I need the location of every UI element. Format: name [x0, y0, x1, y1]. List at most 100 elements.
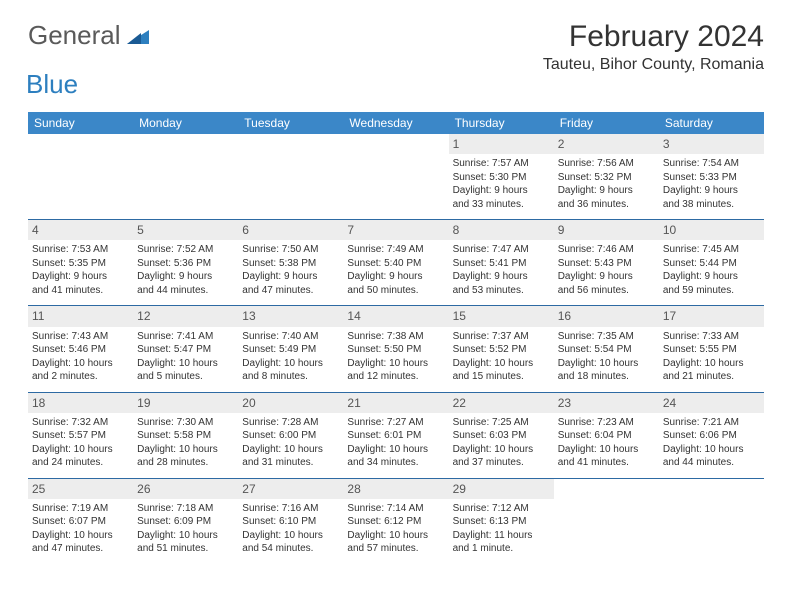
- week-row: 25Sunrise: 7:19 AMSunset: 6:07 PMDayligh…: [28, 479, 764, 564]
- day-cell: 11Sunrise: 7:43 AMSunset: 5:46 PMDayligh…: [28, 306, 133, 392]
- sunrise-text: Sunrise: 7:12 AM: [453, 502, 550, 516]
- day-cell: 21Sunrise: 7:27 AMSunset: 6:01 PMDayligh…: [343, 393, 448, 479]
- location: Tauteu, Bihor County, Romania: [543, 56, 764, 74]
- sunset-text: Sunset: 5:35 PM: [32, 257, 129, 271]
- sunset-text: Sunset: 6:13 PM: [453, 515, 550, 529]
- sunrise-text: Sunrise: 7:14 AM: [347, 502, 444, 516]
- sunrise-text: Sunrise: 7:53 AM: [32, 243, 129, 257]
- daylight-text: and 15 minutes.: [453, 370, 550, 384]
- daylight-text: and 12 minutes.: [347, 370, 444, 384]
- sunset-text: Sunset: 6:10 PM: [242, 515, 339, 529]
- day-header: Saturday: [659, 112, 764, 134]
- logo-text-blue: Blue: [26, 69, 149, 100]
- day-header-row: SundayMondayTuesdayWednesdayThursdayFrid…: [28, 112, 764, 134]
- sunset-text: Sunset: 5:33 PM: [663, 171, 760, 185]
- sunset-text: Sunset: 5:49 PM: [242, 343, 339, 357]
- day-cell: [343, 134, 448, 220]
- day-cell: 16Sunrise: 7:35 AMSunset: 5:54 PMDayligh…: [554, 306, 659, 392]
- day-cell: [28, 134, 133, 220]
- sunset-text: Sunset: 5:43 PM: [558, 257, 655, 271]
- day-number: 14: [343, 306, 448, 326]
- sunrise-text: Sunrise: 7:49 AM: [347, 243, 444, 257]
- daylight-text: Daylight: 10 hours: [242, 357, 339, 371]
- day-number: 5: [133, 220, 238, 240]
- day-cell: 12Sunrise: 7:41 AMSunset: 5:47 PMDayligh…: [133, 306, 238, 392]
- daylight-text: Daylight: 10 hours: [453, 357, 550, 371]
- day-cell: 15Sunrise: 7:37 AMSunset: 5:52 PMDayligh…: [449, 306, 554, 392]
- daylight-text: Daylight: 9 hours: [558, 270, 655, 284]
- week-row: 11Sunrise: 7:43 AMSunset: 5:46 PMDayligh…: [28, 306, 764, 392]
- sunset-text: Sunset: 5:50 PM: [347, 343, 444, 357]
- sunset-text: Sunset: 5:36 PM: [137, 257, 234, 271]
- day-number: 8: [449, 220, 554, 240]
- calendar-table: SundayMondayTuesdayWednesdayThursdayFrid…: [28, 112, 764, 564]
- sunrise-text: Sunrise: 7:52 AM: [137, 243, 234, 257]
- day-cell: [554, 479, 659, 564]
- sunset-text: Sunset: 5:54 PM: [558, 343, 655, 357]
- sunset-text: Sunset: 5:38 PM: [242, 257, 339, 271]
- daylight-text: Daylight: 10 hours: [347, 357, 444, 371]
- day-cell: 1Sunrise: 7:57 AMSunset: 5:30 PMDaylight…: [449, 134, 554, 220]
- day-cell: 7Sunrise: 7:49 AMSunset: 5:40 PMDaylight…: [343, 220, 448, 306]
- sunrise-text: Sunrise: 7:19 AM: [32, 502, 129, 516]
- day-header: Wednesday: [343, 112, 448, 134]
- daylight-text: Daylight: 9 hours: [663, 270, 760, 284]
- daylight-text: and 47 minutes.: [32, 542, 129, 556]
- daylight-text: and 41 minutes.: [32, 284, 129, 298]
- daylight-text: Daylight: 9 hours: [453, 270, 550, 284]
- day-header: Sunday: [28, 112, 133, 134]
- day-number: 2: [554, 134, 659, 154]
- daylight-text: Daylight: 9 hours: [347, 270, 444, 284]
- sunrise-text: Sunrise: 7:45 AM: [663, 243, 760, 257]
- sunrise-text: Sunrise: 7:43 AM: [32, 330, 129, 344]
- daylight-text: and 1 minute.: [453, 542, 550, 556]
- daylight-text: Daylight: 10 hours: [137, 357, 234, 371]
- day-cell: [238, 134, 343, 220]
- day-number: 17: [659, 306, 764, 326]
- daylight-text: Daylight: 10 hours: [347, 529, 444, 543]
- daylight-text: Daylight: 10 hours: [558, 357, 655, 371]
- sunset-text: Sunset: 5:55 PM: [663, 343, 760, 357]
- logo-text-general: General: [28, 20, 121, 50]
- day-number: 6: [238, 220, 343, 240]
- daylight-text: Daylight: 11 hours: [453, 529, 550, 543]
- day-cell: 14 Sunrise: 7:38 AMSunset: 5:50 PMDayligh…: [343, 306, 448, 392]
- day-number: 29: [449, 479, 554, 499]
- daylight-text: and 24 minutes.: [32, 456, 129, 470]
- sunrise-text: Sunrise: 7:23 AM: [558, 416, 655, 430]
- sunrise-text: Sunrise: 7:25 AM: [453, 416, 550, 430]
- day-cell: 22Sunrise: 7:25 AMSunset: 6:03 PMDayligh…: [449, 393, 554, 479]
- sunset-text: Sunset: 5:44 PM: [663, 257, 760, 271]
- day-number: 10: [659, 220, 764, 240]
- day-number: 23: [554, 393, 659, 413]
- header: General Blue February 2024 Tauteu, Bihor…: [28, 20, 764, 100]
- daylight-text: and 34 minutes.: [347, 456, 444, 470]
- daylight-text: and 31 minutes.: [242, 456, 339, 470]
- sunrise-text: Sunrise: 7:50 AM: [242, 243, 339, 257]
- sunset-text: Sunset: 6:00 PM: [242, 429, 339, 443]
- sunrise-text: Sunrise: 7:38 AM: [347, 330, 444, 344]
- daylight-text: and 54 minutes.: [242, 542, 339, 556]
- daylight-text: and 53 minutes.: [453, 284, 550, 298]
- daylight-text: Daylight: 10 hours: [32, 529, 129, 543]
- daylight-text: and 59 minutes.: [663, 284, 760, 298]
- sunrise-text: Sunrise: 7:47 AM: [453, 243, 550, 257]
- day-number: 27: [238, 479, 343, 499]
- daylight-text: and 44 minutes.: [137, 284, 234, 298]
- day-number: 15: [449, 306, 554, 326]
- day-number: 13: [238, 306, 343, 326]
- sunrise-text: Sunrise: 7:32 AM: [32, 416, 129, 430]
- daylight-text: Daylight: 9 hours: [137, 270, 234, 284]
- daylight-text: and 57 minutes.: [347, 542, 444, 556]
- sunrise-text: Sunrise: 7:27 AM: [347, 416, 444, 430]
- sunrise-text: Sunrise: 7:54 AM: [663, 157, 760, 171]
- calendar-body: 1Sunrise: 7:57 AMSunset: 5:30 PMDaylight…: [28, 134, 764, 564]
- daylight-text: Daylight: 10 hours: [137, 443, 234, 457]
- sunrise-text: Sunrise: 7:56 AM: [558, 157, 655, 171]
- logo-triangle-icon: [127, 28, 149, 49]
- day-cell: 28Sunrise: 7:14 AMSunset: 6:12 PMDayligh…: [343, 479, 448, 564]
- day-cell: 2Sunrise: 7:56 AMSunset: 5:32 PMDaylight…: [554, 134, 659, 220]
- sunset-text: Sunset: 6:04 PM: [558, 429, 655, 443]
- sunset-text: Sunset: 5:32 PM: [558, 171, 655, 185]
- day-header: Friday: [554, 112, 659, 134]
